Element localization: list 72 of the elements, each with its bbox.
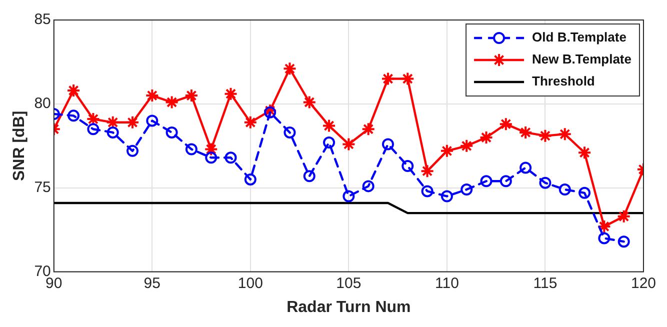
- point: [402, 160, 414, 172]
- point: [87, 123, 100, 136]
- y-tick-label: 75: [34, 179, 51, 196]
- x-tick-label: 95: [144, 274, 160, 292]
- point: [66, 84, 81, 98]
- point: [224, 86, 238, 101]
- point: [323, 136, 336, 149]
- point: [322, 118, 336, 133]
- point: [145, 88, 160, 103]
- point: [185, 143, 198, 156]
- point: [244, 173, 256, 186]
- point: [184, 88, 198, 103]
- x-tick-label: 105: [336, 274, 362, 292]
- point: [263, 104, 278, 118]
- point: [498, 117, 513, 132]
- point: [164, 95, 179, 110]
- point: [106, 126, 119, 138]
- point: [440, 144, 454, 158]
- point: [126, 115, 140, 130]
- point: [224, 152, 237, 164]
- y-tick-label: 80: [34, 95, 51, 112]
- point: [166, 126, 178, 138]
- x-tick-label: 115: [533, 274, 558, 292]
- point: [146, 114, 158, 127]
- point: [420, 164, 434, 178]
- y-axis-title: SNR [dB]: [11, 110, 28, 182]
- y-tick-label: 85: [34, 11, 51, 28]
- point: [578, 186, 591, 199]
- point: [616, 209, 631, 224]
- point: [421, 185, 434, 198]
- point: [106, 115, 120, 130]
- legend-label: New B.Template: [532, 52, 632, 67]
- point: [518, 125, 533, 140]
- point: [303, 170, 316, 182]
- point: [618, 236, 630, 248]
- point: [204, 142, 218, 156]
- point: [538, 128, 552, 143]
- x-tick-label: 100: [238, 274, 263, 292]
- point: [479, 130, 494, 145]
- legend-label: Threshold: [532, 74, 595, 89]
- point: [520, 162, 532, 174]
- point: [68, 110, 80, 122]
- point: [500, 175, 512, 188]
- x-tick-label: 120: [630, 274, 656, 292]
- point: [362, 180, 374, 192]
- point: [558, 184, 571, 196]
- point: [460, 138, 474, 153]
- point: [400, 72, 415, 86]
- point: [243, 115, 258, 130]
- point: [205, 152, 218, 164]
- point: [282, 62, 297, 76]
- point: [284, 126, 296, 138]
- x-axis-title: Radar Turn Num: [286, 298, 411, 316]
- point: [380, 72, 395, 86]
- point: [440, 190, 453, 202]
- x-tick-label: 90: [46, 274, 62, 292]
- point: [539, 176, 552, 189]
- point: [342, 137, 356, 152]
- point: [382, 138, 394, 150]
- point: [597, 219, 612, 234]
- point: [302, 95, 316, 110]
- point: [264, 106, 276, 118]
- point: [126, 144, 138, 157]
- point: [361, 122, 376, 136]
- point: [342, 190, 355, 202]
- point: [578, 146, 592, 160]
- point: [460, 184, 473, 196]
- point: [598, 232, 610, 244]
- x-tick-label: 110: [434, 274, 459, 292]
- point: [558, 127, 572, 142]
- legend-label: Old B.Template: [532, 30, 626, 45]
- point: [480, 175, 492, 188]
